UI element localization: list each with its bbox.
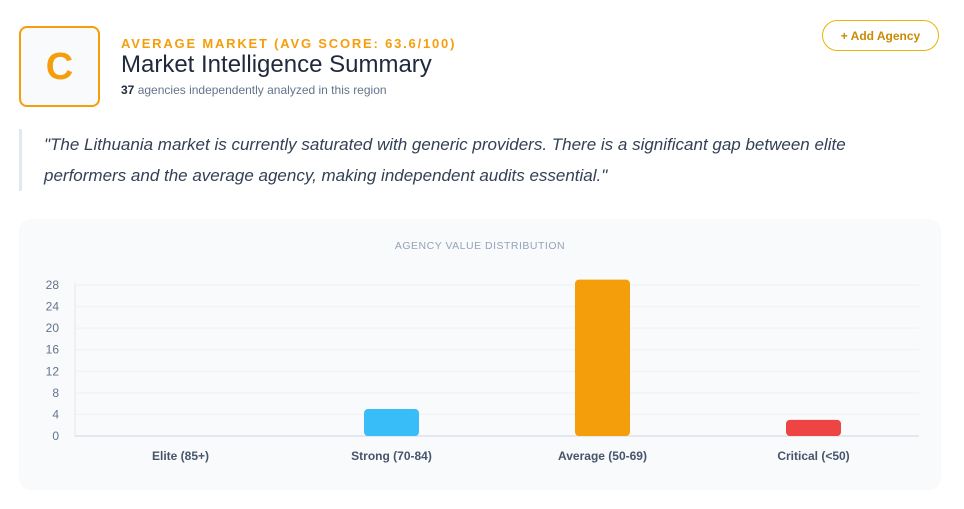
x-category-label: Elite (85+) <box>152 449 209 463</box>
add-agency-button[interactable]: + Add Agency <box>822 20 939 51</box>
bar-average <box>575 279 630 436</box>
y-tick-label: 20 <box>46 321 60 335</box>
market-quote: "The Lithuania market is currently satur… <box>19 129 919 191</box>
page-title: Market Intelligence Summary <box>121 51 432 78</box>
x-category-label: Critical (<50) <box>777 449 849 463</box>
market-rating-kicker: AVERAGE MARKET (AVG SCORE: 63.6/100) <box>121 36 457 51</box>
x-category-label: Average (50-69) <box>558 449 647 463</box>
bar-strong <box>364 409 419 436</box>
distribution-chart-card: AGENCY VALUE DISTRIBUTION 0 4 8 12 16 20 24 28 E… <box>19 219 941 490</box>
chart-title: AGENCY VALUE DISTRIBUTION <box>394 240 566 252</box>
distribution-chart: 0 4 8 12 16 20 24 28 Elite (85+) Strong (70-84) Av… <box>46 278 919 463</box>
agency-count-line: 37 agencies independently analyzed in th… <box>121 83 387 97</box>
y-tick-label: 28 <box>46 278 60 292</box>
y-tick-label: 8 <box>52 386 59 400</box>
grade-badge: C <box>19 26 100 107</box>
y-tick-label: 16 <box>46 343 60 357</box>
agency-count-suffix: agencies independently analyzed in this … <box>137 83 387 97</box>
grade-letter: C <box>45 45 74 88</box>
y-tick-label: 0 <box>52 429 59 443</box>
agency-count: 37 <box>121 83 135 97</box>
x-category-label: Strong (70-84) <box>351 449 432 463</box>
y-tick-label: 4 <box>52 407 59 421</box>
y-tick-label: 12 <box>46 364 60 378</box>
y-tick-label: 24 <box>46 300 60 314</box>
bar-critical <box>786 419 841 436</box>
